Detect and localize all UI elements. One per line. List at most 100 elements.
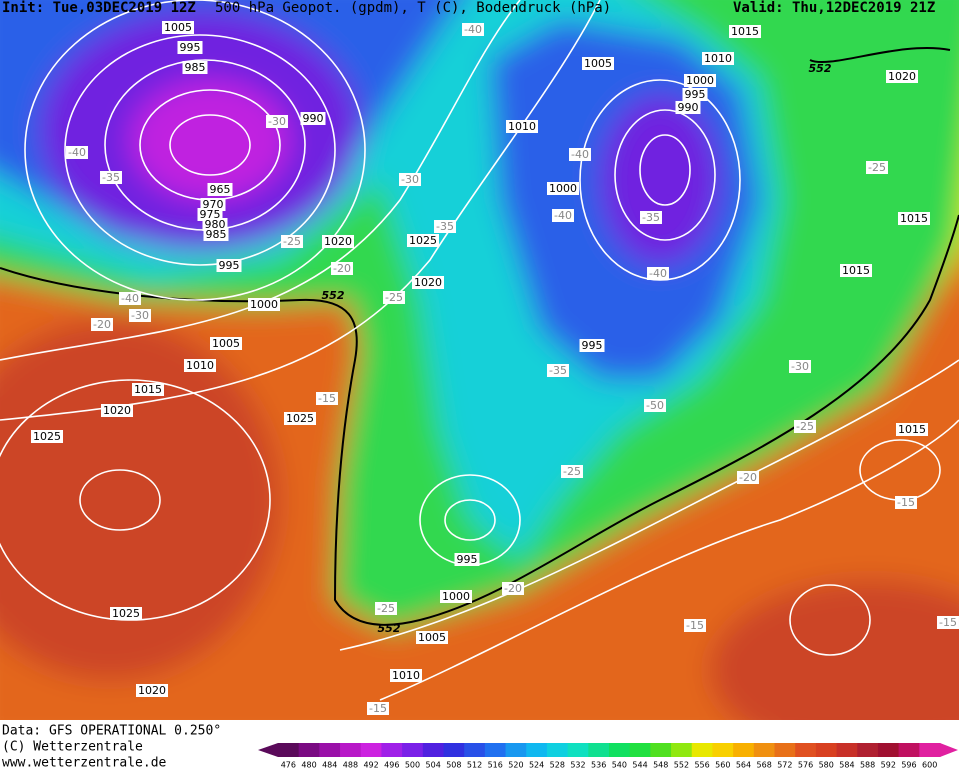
- map-label: -40: [647, 267, 669, 280]
- label-box: [31, 430, 63, 443]
- label-box: [416, 631, 448, 644]
- map-label: -40: [569, 148, 591, 161]
- map-label: 552: [322, 289, 345, 302]
- label-box: [203, 228, 229, 241]
- map-label: 965: [207, 183, 233, 196]
- map-label: 1020: [322, 235, 354, 248]
- colorbar-swatch: [691, 743, 713, 757]
- label-text: 1015: [898, 423, 926, 436]
- map-label: -15: [316, 392, 338, 405]
- colorbar-label: 568: [757, 761, 772, 770]
- label-text: 1010: [186, 359, 214, 372]
- label-text: 990: [303, 112, 324, 125]
- colorbar-label: 548: [653, 761, 668, 770]
- label-box: [132, 383, 164, 396]
- colorbar-swatch: [836, 743, 858, 757]
- colorbar-swatch: [671, 743, 693, 757]
- label-box: [182, 61, 208, 74]
- colorbar-label: 504: [426, 761, 441, 770]
- label-box: [375, 602, 397, 615]
- label-box: [207, 183, 233, 196]
- label-text: -25: [868, 161, 886, 174]
- label-box: [162, 21, 194, 34]
- colorbar-swatch: [360, 743, 382, 757]
- label-box: [184, 359, 216, 372]
- colorbar-swatch: [443, 743, 465, 757]
- colorbar-label: 572: [777, 761, 792, 770]
- map-label: 1020: [101, 404, 133, 417]
- colorbar-swatch: [898, 743, 920, 757]
- label-box: [647, 267, 669, 280]
- label-box: [454, 553, 480, 566]
- map-label: 1025: [284, 412, 316, 425]
- colorbar-swatch: [609, 743, 631, 757]
- label-box: [119, 292, 141, 305]
- label-box: [789, 360, 811, 373]
- colorbar-label: 532: [570, 761, 585, 770]
- map-label: 1020: [412, 276, 444, 289]
- map-label: 1025: [110, 607, 142, 620]
- label-text: -25: [385, 291, 403, 304]
- label-box: [202, 218, 228, 231]
- colorbar-swatch: [774, 743, 796, 757]
- label-text: -40: [649, 267, 667, 280]
- label-box: [434, 220, 456, 233]
- map-label: 1010: [506, 120, 538, 133]
- map-label: 995: [579, 339, 605, 352]
- label-text: -50: [646, 399, 664, 412]
- map-labels: 1005995985990-30-40-35965970975980985995…: [31, 21, 959, 715]
- label-text: -40: [464, 23, 482, 36]
- map-label: -35: [100, 171, 122, 184]
- colorbar-swatch: [422, 743, 444, 757]
- label-box: [383, 291, 405, 304]
- label-box: [552, 209, 574, 222]
- label-box: [506, 120, 538, 133]
- label-box: [866, 161, 888, 174]
- label-text: -25: [563, 465, 581, 478]
- label-text: -15: [369, 702, 387, 715]
- label-text: -20: [333, 262, 351, 275]
- label-text: 1015: [842, 264, 870, 277]
- label-text: -25: [796, 420, 814, 433]
- colorbar-label: 544: [632, 761, 647, 770]
- map-label: 552: [378, 622, 401, 635]
- map-label: -20: [91, 318, 113, 331]
- map-label: -25: [375, 602, 397, 615]
- label-box: [675, 101, 701, 114]
- label-text: 970: [203, 198, 224, 211]
- label-box: [569, 148, 591, 161]
- label-text: 1025: [286, 412, 314, 425]
- map-label: -35: [434, 220, 456, 233]
- map-label: -25: [383, 291, 405, 304]
- label-text: 1000: [686, 74, 714, 87]
- label-text: 990: [678, 101, 699, 114]
- colorbar-label: 588: [860, 761, 875, 770]
- label-text: 1000: [250, 298, 278, 311]
- map-label: 970: [200, 198, 226, 211]
- colorbar-swatch: [857, 743, 879, 757]
- label-box: [462, 23, 484, 36]
- map-label: -20: [737, 471, 759, 484]
- colorbar-label: 516: [488, 761, 503, 770]
- colorbar-swatch: [753, 743, 775, 757]
- label-box: [794, 420, 816, 433]
- map-label: 975: [197, 208, 223, 221]
- map-label: 1015: [896, 423, 928, 436]
- label-box: [684, 619, 706, 632]
- colorbar: 476 480 484 488 492 496 500 504 508 512 516 520 524 5…: [258, 743, 958, 770]
- label-text: 965: [210, 183, 231, 196]
- label-text: 1025: [33, 430, 61, 443]
- colorbar-label: 512: [467, 761, 482, 770]
- map-label: -40: [552, 209, 574, 222]
- colorbar-swatch: [278, 743, 300, 757]
- colorbar-swatch: [402, 743, 424, 757]
- map-label: 995: [454, 553, 480, 566]
- label-text: -20: [504, 582, 522, 595]
- map-label: 1015: [132, 383, 164, 396]
- colorbar-label: 476: [281, 761, 296, 770]
- label-text: -15: [939, 616, 957, 629]
- map-label: -25: [866, 161, 888, 174]
- map-title: 500 hPa Geopot. (gpdm), T (C), Bodendruc…: [215, 0, 611, 16]
- label-text: 995: [582, 339, 603, 352]
- map-label: 1000: [684, 74, 716, 87]
